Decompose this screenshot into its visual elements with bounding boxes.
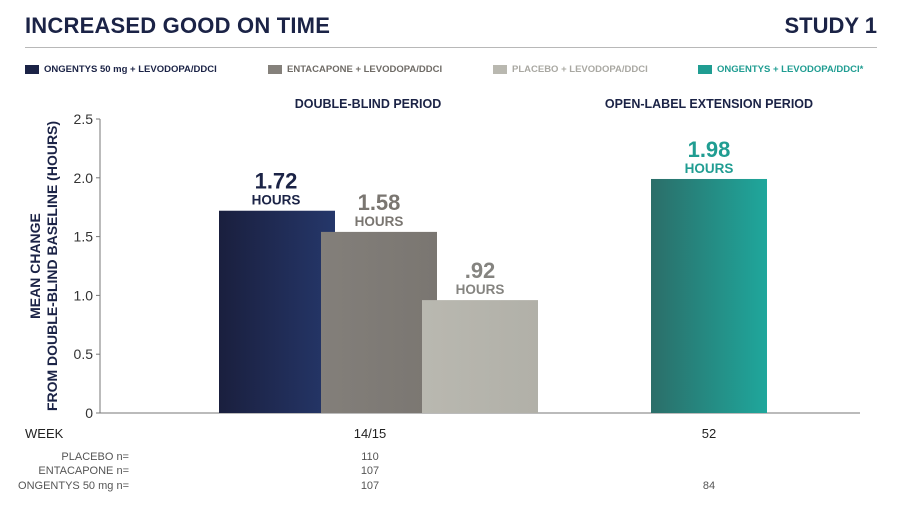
bar-3 [422, 300, 538, 413]
legend-swatch [25, 65, 39, 74]
y-tick-label: 2.0 [74, 170, 94, 186]
y-tick-label: 0.5 [74, 346, 94, 362]
bar-unit-label: HOURS [685, 161, 734, 176]
y-tick-label: 0 [85, 405, 93, 421]
period-header-double-blind: DOUBLE-BLIND PERIOD [295, 97, 442, 111]
legend-label: ENTACAPONE + LEVODOPA/DDCI [287, 64, 443, 75]
y-axis-title: MEAN CHANGE FROM DOUBLE-BLIND BASELINE (H… [27, 121, 60, 411]
study-label: STUDY 1 [784, 13, 877, 38]
bar-value-label: 1.58 [358, 190, 401, 215]
bar-2 [321, 231, 437, 413]
x-axis-title: WEEK [25, 426, 64, 441]
page-title: INCREASED GOOD ON TIME [25, 13, 331, 38]
legend-item-ongentys-extension: ONGENTYS + LEVODOPA/DDCI* [698, 64, 863, 75]
y-axis-title-line-2: FROM DOUBLE-BLIND BASELINE (HOURS) [44, 121, 60, 411]
y-tick-label: 1.0 [74, 287, 94, 303]
n-row-label: ONGENTYS 50 mg n= [18, 480, 129, 492]
n-row-value: 110 [361, 451, 379, 463]
bar-1 [219, 210, 335, 413]
n-row-label: PLACEBO n= [61, 451, 129, 463]
n-row-value: 107 [361, 465, 379, 477]
header-divider [25, 47, 877, 48]
legend-swatch [698, 65, 712, 74]
bar-value-label: .92 [465, 258, 496, 283]
legend-label: ONGENTYS + LEVODOPA/DDCI* [717, 64, 864, 75]
legend-item-ongentys-50mg: ONGENTYS 50 mg + LEVODOPA/DDCI [25, 64, 217, 75]
legend-swatch [268, 65, 282, 74]
y-axis-title-line-1: MEAN CHANGE [27, 213, 43, 319]
x-tick-label: 14/15 [354, 426, 387, 441]
bar-value-label: 1.98 [688, 137, 731, 162]
bar-unit-label: HOURS [456, 282, 505, 297]
legend-item-placebo: PLACEBO + LEVODOPA/DDCI [493, 64, 648, 75]
bar-4 [651, 178, 767, 413]
x-tick-label: 52 [702, 426, 716, 441]
n-row-value: 107 [361, 480, 379, 492]
legend: ONGENTYS 50 mg + LEVODOPA/DDCI ENTACAPON… [25, 64, 885, 80]
bar-value-label: 1.72 [255, 169, 298, 194]
legend-label: ONGENTYS 50 mg + LEVODOPA/DDCI [44, 64, 217, 75]
y-tick-label: 1.5 [74, 229, 94, 245]
y-tick-label: 2.5 [74, 111, 94, 127]
n-row-label: ENTACAPONE n= [38, 465, 129, 477]
legend-item-entacapone: ENTACAPONE + LEVODOPA/DDCI [268, 64, 442, 75]
period-header-open-label: OPEN-LABEL EXTENSION PERIOD [605, 97, 813, 111]
bar-unit-label: HOURS [252, 193, 301, 208]
legend-swatch [493, 65, 507, 74]
bar-unit-label: HOURS [355, 214, 404, 229]
legend-label: PLACEBO + LEVODOPA/DDCI [512, 64, 648, 75]
n-row-value: 84 [703, 480, 715, 492]
